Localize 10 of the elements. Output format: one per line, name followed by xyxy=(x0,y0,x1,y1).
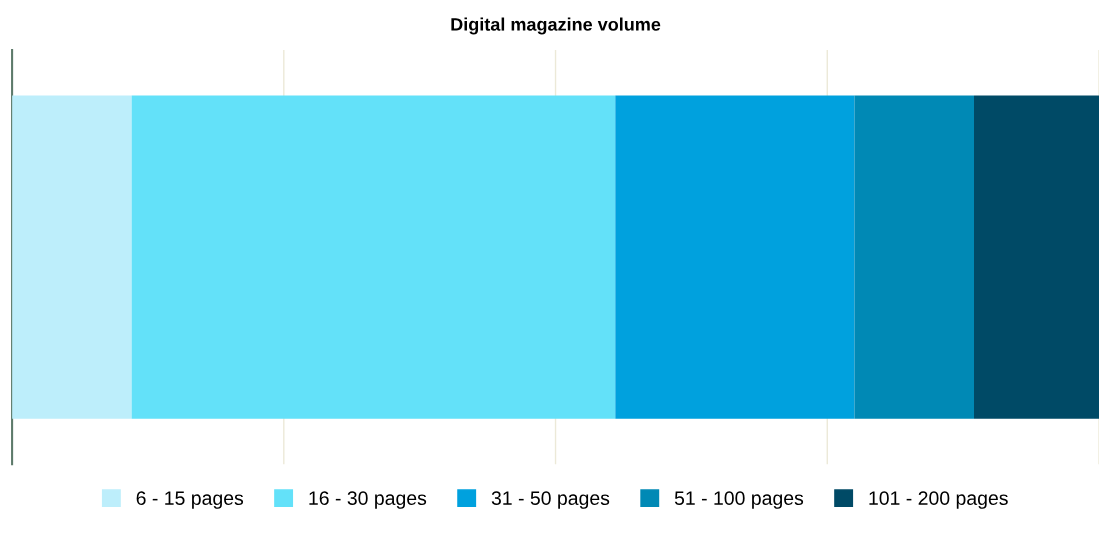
bar xyxy=(854,95,975,419)
legend-label: 51 - 100 pages xyxy=(674,491,804,509)
legend-label: 6 - 15 pages xyxy=(136,491,244,509)
legend-label: 16 - 30 pages xyxy=(309,491,427,509)
bar xyxy=(615,95,855,419)
bar xyxy=(974,95,1099,419)
legend-label: 101 - 200 pages xyxy=(869,491,1008,509)
legend-label: 31 - 50 pages xyxy=(491,491,610,509)
chart-title: Digital magazine volume xyxy=(451,17,661,35)
bar xyxy=(12,95,132,419)
